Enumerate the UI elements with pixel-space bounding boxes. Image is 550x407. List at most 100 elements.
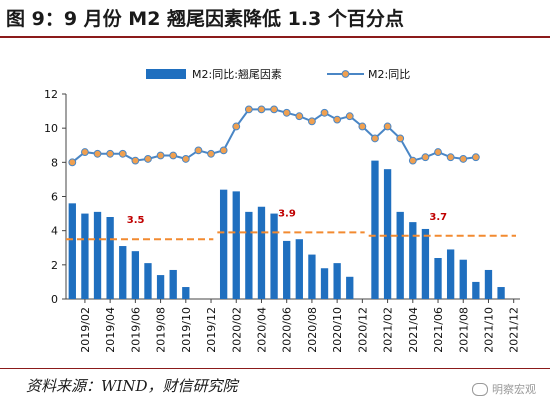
x-tick-label: 2021/12 — [508, 307, 521, 353]
bar — [333, 263, 341, 299]
x-tick-label: 2021/08 — [457, 307, 470, 353]
bar — [219, 189, 228, 299]
line-point — [345, 112, 354, 121]
x-tick-label: 2020/06 — [281, 307, 294, 353]
line-point — [93, 149, 102, 158]
line-point — [459, 155, 468, 163]
bar — [409, 222, 417, 299]
y-tick-label: 12 — [44, 88, 58, 101]
bar — [257, 206, 266, 299]
x-tick-label: 2020/10 — [331, 307, 344, 353]
bar — [446, 249, 455, 299]
legend-label-line: M2:同比 — [368, 68, 410, 81]
bar — [371, 160, 379, 299]
y-tick-label: 2 — [51, 259, 58, 272]
bar — [131, 251, 140, 299]
bar — [421, 228, 430, 299]
bar — [383, 169, 392, 299]
average-label: 3.5 — [127, 215, 145, 226]
line-point — [244, 105, 253, 114]
bar — [169, 269, 177, 299]
line-point — [169, 151, 178, 160]
average-label: 3.9 — [278, 208, 296, 219]
legend: M2:同比:翘尾因素 M2:同比 — [146, 68, 410, 81]
line-point — [471, 153, 480, 162]
x-tick-label: 2021/04 — [407, 307, 420, 353]
bar — [156, 275, 165, 299]
bar — [283, 240, 291, 299]
bar — [93, 211, 102, 299]
line-point — [282, 108, 291, 117]
line-point — [270, 105, 278, 114]
watermark: 明察宏观 — [472, 381, 536, 397]
y-tick-label: 0 — [51, 293, 58, 306]
bar — [106, 217, 114, 299]
y-tick-label: 10 — [44, 122, 58, 135]
bar — [182, 287, 190, 299]
line-point — [156, 151, 165, 160]
x-tick-label: 2020/04 — [255, 307, 268, 353]
line-point — [308, 117, 316, 126]
y-tick-label: 8 — [51, 156, 58, 169]
chart: M2:同比:翘尾因素 M2:同比 0 2 4 6 8 10 12 3.5 3.9 3.7 2019/0… — [44, 68, 521, 353]
bar — [144, 263, 152, 299]
line-point — [333, 115, 342, 124]
bar — [295, 239, 303, 299]
title-divider — [0, 36, 550, 38]
source-divider — [0, 368, 550, 369]
x-tick-label: 2019/12 — [205, 307, 218, 353]
bar — [81, 213, 89, 299]
x-tick-label: 2019/04 — [104, 307, 117, 353]
bar — [68, 203, 76, 299]
line-point — [295, 112, 304, 121]
x-tick-label: 2020/02 — [230, 307, 243, 353]
line-point — [257, 105, 266, 114]
plot-area: 0 2 4 6 8 10 12 3.5 3.9 3.7 2019/02 2019/04 2019/06 2… — [44, 88, 521, 353]
bar — [346, 276, 354, 299]
line-point — [131, 156, 140, 165]
line-point — [383, 122, 392, 131]
bar — [472, 281, 480, 299]
line-point — [144, 155, 152, 163]
x-tick-label: 2021/02 — [382, 307, 395, 353]
bar — [484, 269, 493, 299]
line-point — [81, 148, 89, 156]
line-point — [232, 122, 241, 131]
bar — [434, 258, 442, 299]
bar — [245, 211, 253, 299]
line-point — [181, 155, 190, 163]
line-point — [434, 148, 442, 156]
x-tick-label: 2021/06 — [432, 307, 445, 353]
line-point — [68, 158, 77, 167]
bar — [119, 246, 127, 299]
x-tick-label: 2020/08 — [306, 307, 319, 353]
line-point — [194, 146, 203, 155]
line-point — [207, 149, 215, 158]
line-point — [320, 108, 329, 117]
legend-swatch-bar — [146, 69, 186, 79]
x-tick-label: 2021/10 — [482, 307, 495, 353]
bar — [270, 213, 278, 299]
x-tick-label: 2019/10 — [180, 307, 193, 353]
legend-marker — [341, 70, 350, 78]
bar — [396, 211, 404, 299]
x-tick-label: 2019/08 — [155, 307, 168, 353]
y-tick-label: 6 — [51, 191, 58, 204]
legend-label-bar: M2:同比:翘尾因素 — [192, 68, 282, 81]
average-label: 3.7 — [429, 212, 447, 223]
line-series — [71, 108, 477, 164]
line-point — [396, 134, 405, 143]
line-point — [421, 153, 430, 162]
bar — [232, 191, 240, 299]
line-point — [446, 153, 455, 162]
line-point — [118, 149, 127, 158]
bar — [320, 268, 329, 299]
x-tick-label: 2019/02 — [79, 307, 92, 353]
line-point — [358, 122, 367, 131]
chart-title: 图 9：9 月份 M2 翘尾因素降低 1.3 个百分点 — [6, 8, 404, 30]
source-note: 资料来源：WIND，财信研究院 — [26, 377, 238, 395]
bar — [459, 259, 467, 299]
y-tick-label: 4 — [51, 225, 58, 238]
line-point — [371, 134, 379, 143]
line-point — [106, 149, 115, 158]
